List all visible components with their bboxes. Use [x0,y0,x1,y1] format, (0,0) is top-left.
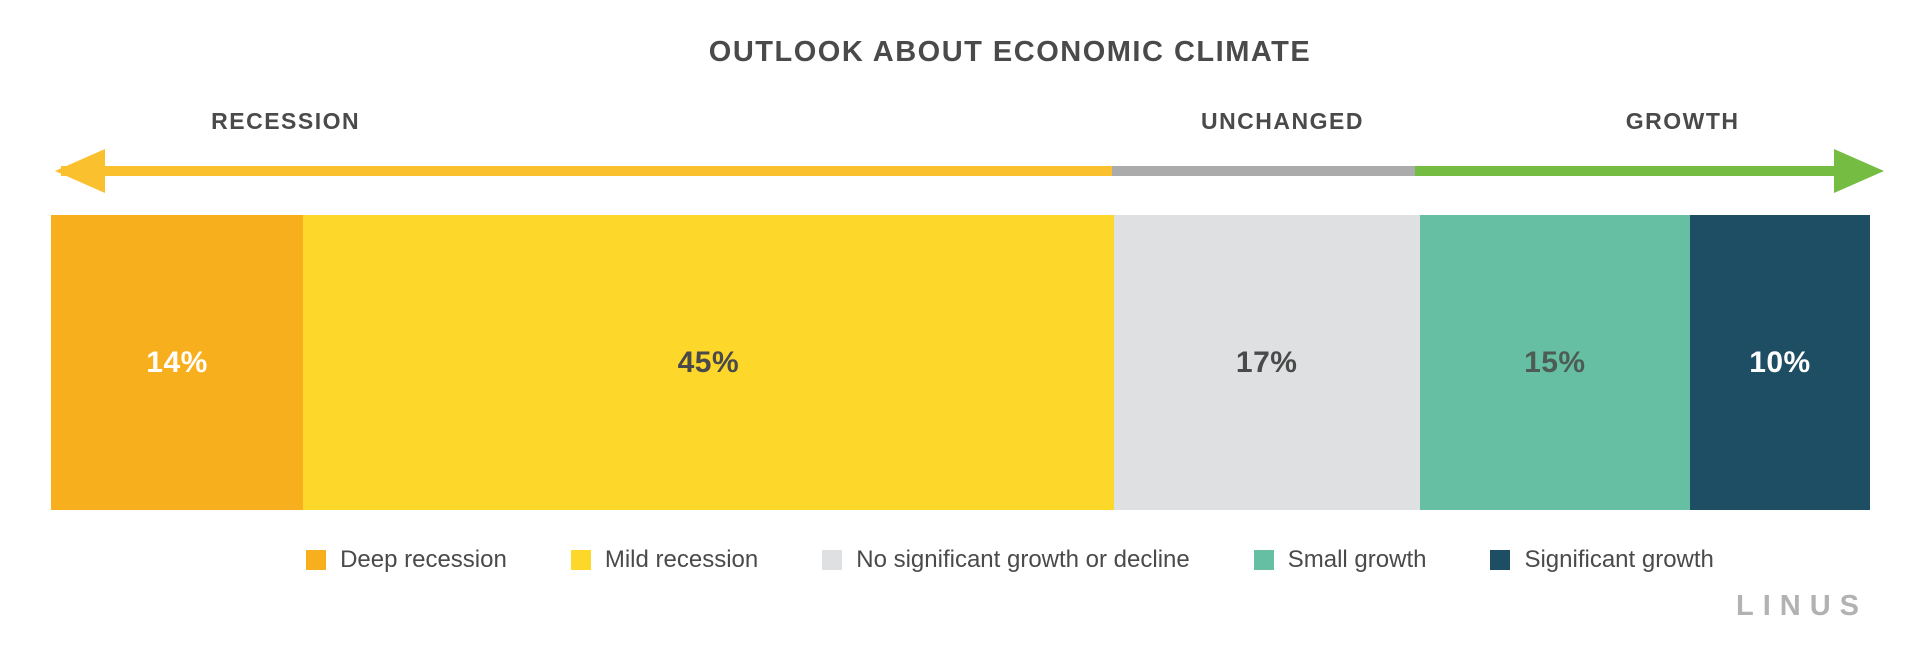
direction-label-growth: GROWTH [1625,108,1740,134]
legend-item-small-growth: Small growth [1253,546,1427,574]
bar-value-label-deep-recession: 14% [146,345,208,379]
bar-segment-small-growth: 15% [1419,215,1690,510]
bar-segment-significant-growth: 10% [1689,215,1871,510]
legend-swatch-significant-growth [1490,550,1511,570]
bar-value-label-small-growth: 15% [1524,345,1586,379]
arrow-line [61,166,1860,176]
legend-swatch-mild-recession [570,550,591,570]
legend-label-deep-recession: Deep recession [340,546,507,573]
bar-value-label-mild-recession: 45% [677,345,740,379]
legend-label-no-significant-growth-or-decline: No significant growth or decline [856,546,1190,573]
bar-segment-no-significant-growth-or-decline: 17% [1113,215,1420,510]
bar-segment-mild-recession: 45% [303,215,1114,510]
direction-label-recession: RECESSION [211,108,361,134]
direction-label-unchanged: UNCHANGED [1200,108,1364,134]
direction-axis: RECESSION UNCHANGED GROWTH [51,108,1884,198]
arrow-segment-recession [61,166,1112,176]
bar-segment-deep-recession: 14% [51,215,304,510]
legend-label-small-growth: Small growth [1287,546,1427,573]
legend-item-mild-recession: Mild recession [570,546,759,574]
legend-item-no-significant-growth-or-decline: No significant growth or decline [822,546,1190,574]
direction-arrow [51,148,1884,194]
chart-title: OUTLOOK ABOUT ECONOMIC CLIMATE [708,36,1312,68]
legend-label-significant-growth: Significant growth [1524,546,1714,573]
stacked-bar: 14% 45% 17% 15% 10% [51,215,1871,510]
legend-swatch-no-significant-growth-or-decline [822,550,843,570]
arrow-segment-unchanged [1111,166,1415,176]
legend-label-mild-recession: Mild recession [604,546,759,573]
legend-item-deep-recession: Deep recession [306,546,507,574]
legend-item-significant-growth: Significant growth [1490,546,1714,574]
arrow-right-head-icon [1834,149,1884,193]
bar-value-label-significant-growth: 10% [1749,345,1811,379]
legend: Deep recession Mild recession No significa… [100,546,1920,574]
legend-swatch-deep-recession [306,550,327,570]
arrow-segment-growth [1414,166,1860,176]
brand-logo: LINUS [1736,590,1868,622]
legend-swatch-small-growth [1253,550,1274,570]
bar-value-label-no-significant-growth-or-decline: 17% [1235,345,1298,379]
